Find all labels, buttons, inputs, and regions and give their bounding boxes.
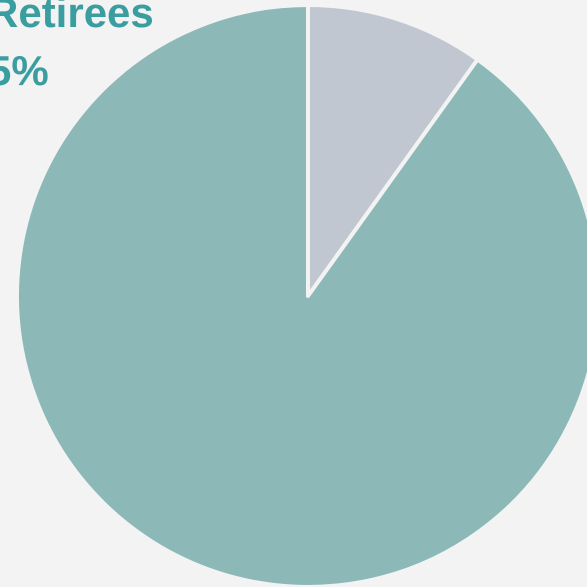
pie-slice-1 [306, 3, 480, 298]
pie-slice-2 [15, 3, 587, 587]
slice-label-name: Retirees [0, 0, 154, 36]
slice-label-value: 5% [0, 47, 49, 94]
